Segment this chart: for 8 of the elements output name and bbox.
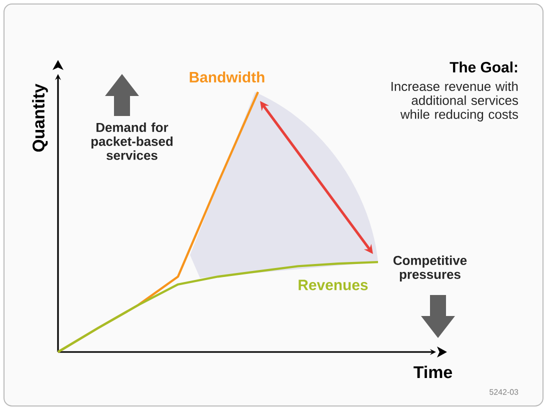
series-label: Revenues xyxy=(298,280,368,290)
annotation: Increase revenue with additional services while reducing costs xyxy=(392,82,518,122)
annotation: Demand for packet-based services xyxy=(91,122,173,160)
series-label: Bandwidth xyxy=(190,72,264,82)
annotation: Competitive pressures xyxy=(393,256,467,282)
x-axis-title: Time xyxy=(414,366,452,378)
y-axis-title: Quantity xyxy=(32,84,48,152)
text: The Goal: xyxy=(450,62,518,72)
